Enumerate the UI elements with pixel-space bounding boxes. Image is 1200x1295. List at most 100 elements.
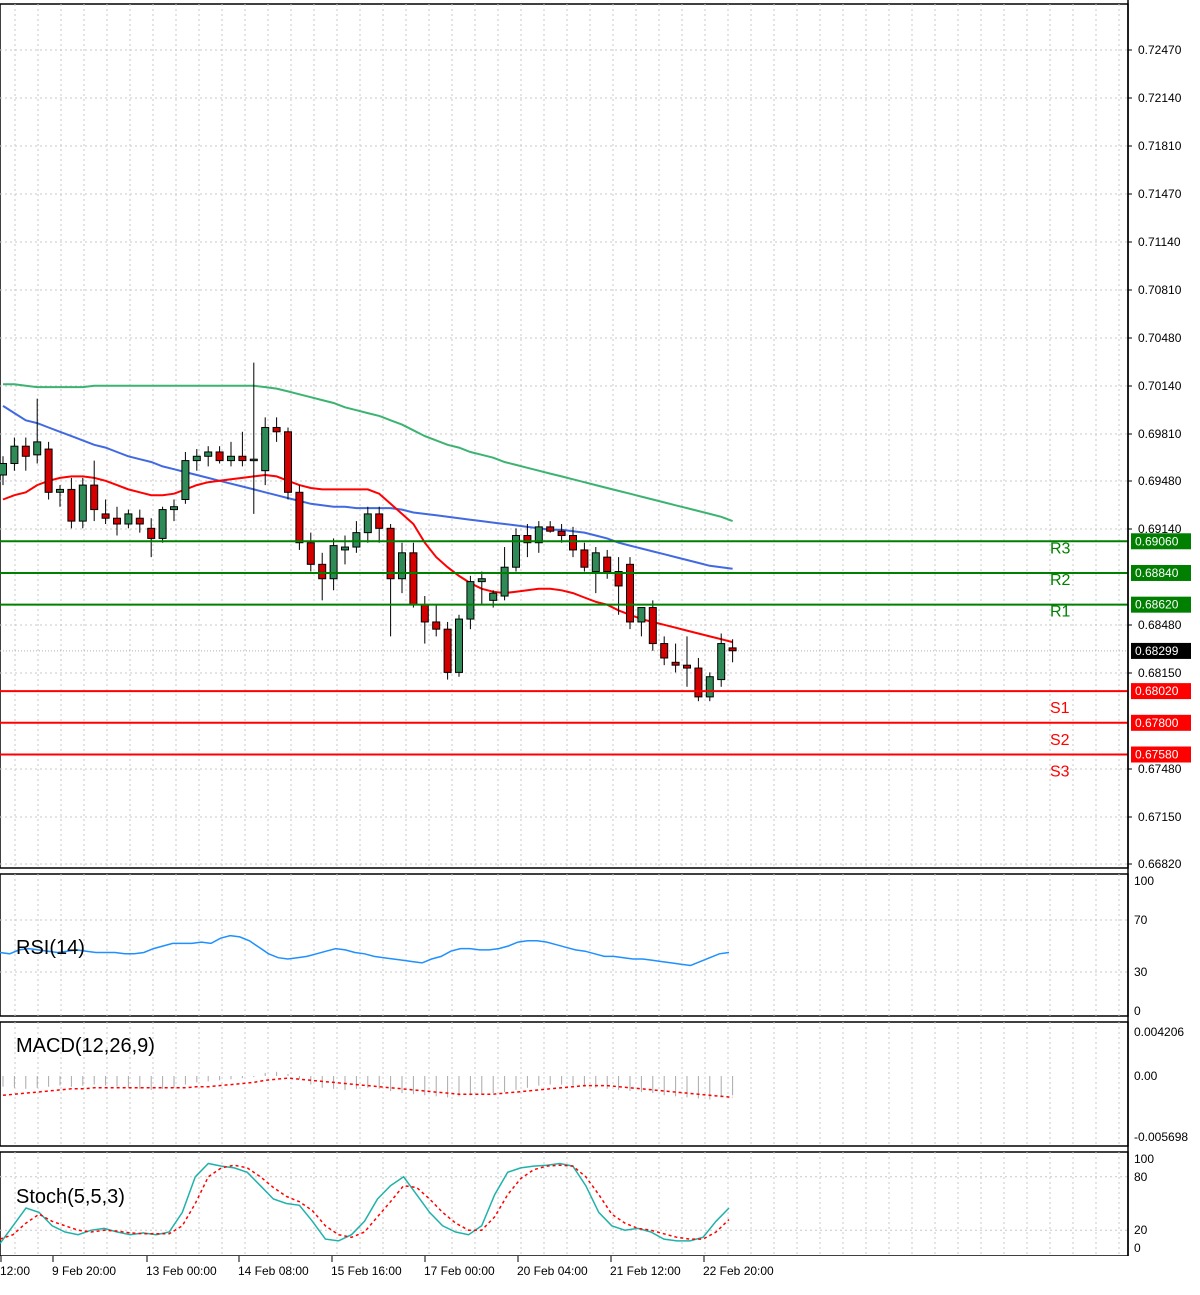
candle-body[interactable] <box>409 552 418 606</box>
time-tick-label: 21 Feb 12:00 <box>610 1264 681 1278</box>
price-tick-label: 0.67480 <box>1138 762 1182 776</box>
panel-frame-macd <box>0 1021 1129 1147</box>
candle-body[interactable] <box>489 592 498 601</box>
candle-body[interactable] <box>386 527 395 580</box>
candle-body[interactable] <box>272 426 281 433</box>
candle-body[interactable] <box>158 509 167 539</box>
time-tick-label: 9 Feb 20:00 <box>52 1264 116 1278</box>
level-price-label: 0.67800 <box>1135 716 1179 730</box>
candle-body[interactable] <box>694 667 703 698</box>
candle-body[interactable] <box>67 488 76 522</box>
candle-body[interactable] <box>135 517 144 525</box>
price-tick-label: 0.70140 <box>1138 379 1182 393</box>
level-name-s2: S2 <box>1050 732 1070 749</box>
candle-body[interactable] <box>614 571 623 587</box>
candle-body[interactable] <box>534 526 543 544</box>
candle-body[interactable] <box>352 532 361 548</box>
candle-body[interactable] <box>466 581 475 620</box>
candle-body[interactable] <box>569 535 577 551</box>
candle-body[interactable] <box>249 458 258 462</box>
candle-body[interactable] <box>512 535 520 568</box>
rsi-tick-label: 100 <box>1134 874 1154 888</box>
candle-body[interactable] <box>546 526 555 532</box>
rsi-title: RSI(14) <box>16 937 85 959</box>
time-tick-label: 20 Feb 04:00 <box>517 1264 588 1278</box>
time-tick-label: 12:00 <box>0 1264 30 1278</box>
candle-body[interactable] <box>318 563 327 580</box>
level-price-tag <box>1131 533 1191 550</box>
candle-body[interactable] <box>215 451 224 462</box>
candle-body[interactable] <box>375 513 384 529</box>
time-tick-label: 14 Feb 08:00 <box>238 1264 309 1278</box>
macd-tick-label: 0.004206 <box>1134 1025 1184 1039</box>
candle-body[interactable] <box>603 556 612 573</box>
candle-body[interactable] <box>683 664 691 669</box>
stoch-tick-label: 100 <box>1134 1152 1154 1166</box>
candle-body[interactable] <box>648 607 657 645</box>
macd-signal-line <box>2 1077 733 1099</box>
candle-body[interactable] <box>363 513 372 534</box>
candle-body[interactable] <box>0 462 7 476</box>
rsi-tick-label: 30 <box>1134 965 1148 979</box>
ma-fast-line <box>2 473 733 644</box>
candle-body[interactable] <box>432 621 441 630</box>
candle-body[interactable] <box>192 455 201 462</box>
panel-frame-price <box>0 3 1129 869</box>
candle-body[interactable] <box>44 448 53 493</box>
candle-body[interactable] <box>443 628 452 673</box>
candle-body[interactable] <box>477 578 486 583</box>
candle-body[interactable] <box>101 513 110 519</box>
candle-body[interactable] <box>637 607 646 623</box>
price-tick-label: 0.72470 <box>1138 43 1182 57</box>
candle-body[interactable] <box>420 604 429 623</box>
stoch-main-line <box>0 1162 730 1244</box>
stoch-title: Stoch(5,5,3) <box>16 1186 125 1208</box>
current-price-tag <box>1131 642 1191 659</box>
candle-body[interactable] <box>181 460 190 501</box>
candle-body[interactable] <box>238 455 247 462</box>
candle-body[interactable] <box>284 431 292 493</box>
macd-tick-label: 0.00 <box>1134 1069 1158 1083</box>
time-tick-label: 15 Feb 16:00 <box>331 1264 402 1278</box>
price-tick-label: 0.70480 <box>1138 331 1182 345</box>
candle-body[interactable] <box>329 545 338 580</box>
level-name-r1: R1 <box>1050 604 1071 621</box>
candle-body[interactable] <box>10 445 19 464</box>
level-name-s1: S1 <box>1050 700 1070 717</box>
candle-body[interactable] <box>580 549 589 568</box>
stoch-tick-label: 20 <box>1134 1223 1148 1237</box>
stoch-tick-label: 80 <box>1134 1170 1148 1184</box>
price-tick-label: 0.72140 <box>1138 91 1182 105</box>
candle-body[interactable] <box>455 618 463 673</box>
candle-body[interactable] <box>523 535 532 544</box>
candle-body[interactable] <box>398 552 406 580</box>
candle-body[interactable] <box>78 484 87 522</box>
candle-body[interactable] <box>204 451 213 457</box>
candle-body[interactable] <box>124 513 133 525</box>
candle-body[interactable] <box>306 542 315 565</box>
candle-body[interactable] <box>626 563 634 623</box>
candle-body[interactable] <box>591 552 600 573</box>
candle-body[interactable] <box>261 426 270 472</box>
candle-body[interactable] <box>295 491 304 544</box>
stoch-tick-label: 0 <box>1134 1241 1141 1255</box>
candle-body[interactable] <box>56 488 64 493</box>
candle-body[interactable] <box>728 647 737 652</box>
candle-body[interactable] <box>705 676 714 698</box>
candle-body[interactable] <box>717 643 726 681</box>
candle-body[interactable] <box>33 441 42 456</box>
candle-body[interactable] <box>170 506 178 511</box>
candle-body[interactable] <box>557 530 566 537</box>
candle-body[interactable] <box>660 643 669 659</box>
price-tick-label: 0.68150 <box>1138 666 1182 680</box>
candle-body[interactable] <box>500 566 509 597</box>
candle-body[interactable] <box>113 517 121 525</box>
candle-body[interactable] <box>147 527 156 539</box>
candle-body[interactable] <box>90 484 99 511</box>
candle-body[interactable] <box>341 546 349 551</box>
candle-body[interactable] <box>227 455 235 462</box>
candle-body[interactable] <box>671 661 680 666</box>
ma-slow-line <box>3 383 733 523</box>
candle-body[interactable] <box>21 445 30 457</box>
